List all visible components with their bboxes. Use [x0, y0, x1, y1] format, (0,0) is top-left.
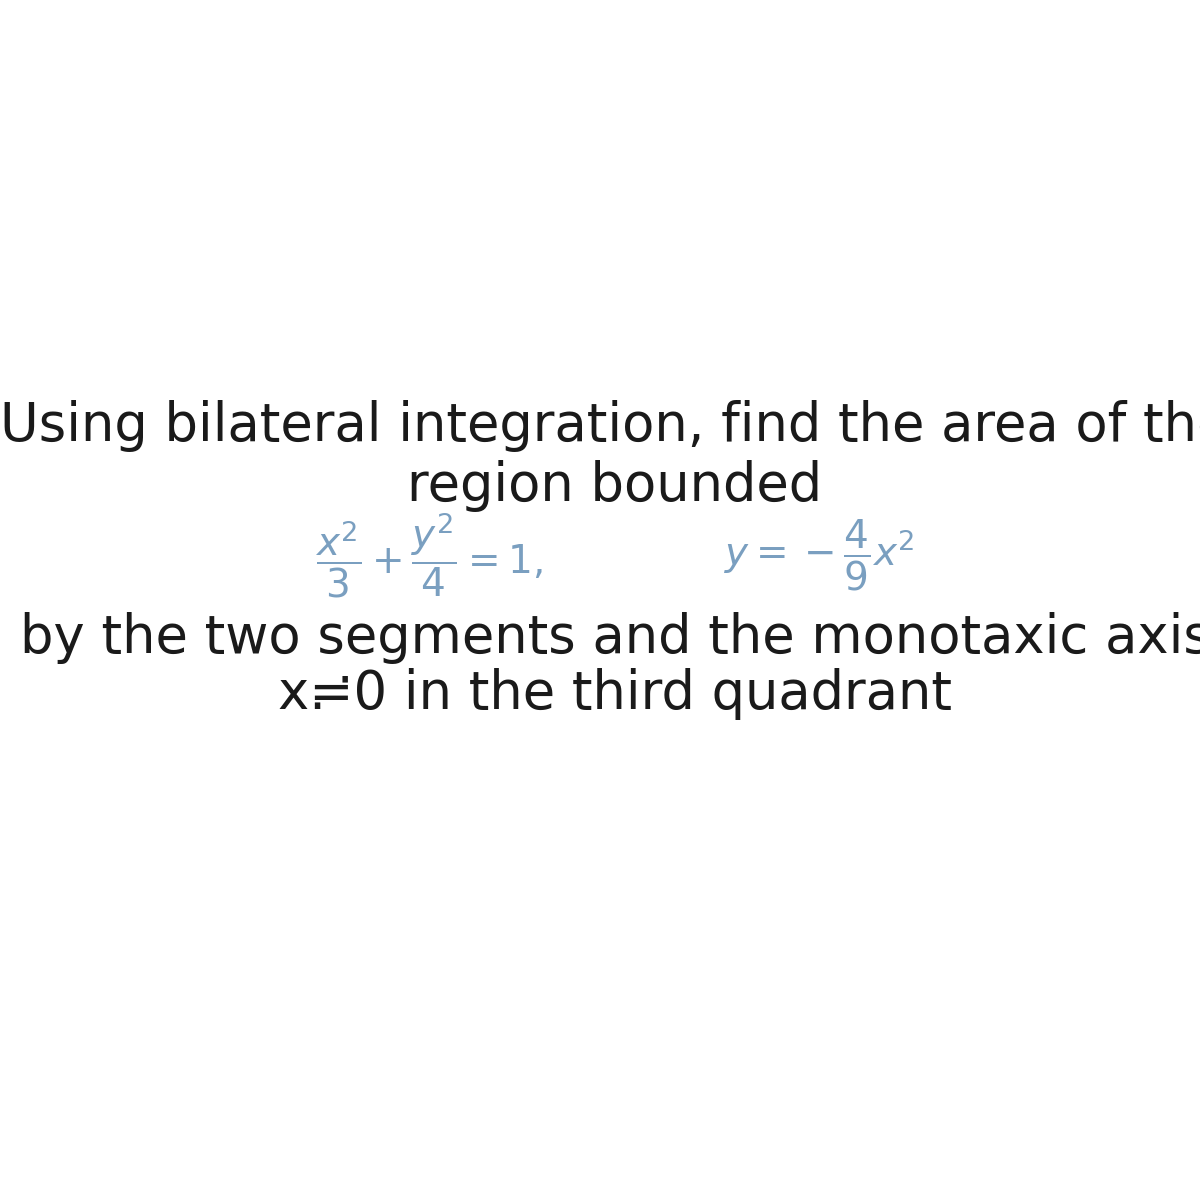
Text: by the two segments and the monotaxic axis: by the two segments and the monotaxic ax… — [19, 612, 1200, 665]
Text: Using bilateral integration, find the area of the: Using bilateral integration, find the ar… — [0, 400, 1200, 452]
Text: $y=-\dfrac{4}{9}x^2$: $y=-\dfrac{4}{9}x^2$ — [725, 517, 914, 593]
Text: region bounded: region bounded — [408, 460, 822, 512]
Text: x≓0 in the third quadrant: x≓0 in the third quadrant — [278, 667, 952, 720]
Text: $\dfrac{x^2}{3}+\dfrac{y^2}{4}=1,$: $\dfrac{x^2}{3}+\dfrac{y^2}{4}=1,$ — [316, 510, 542, 600]
